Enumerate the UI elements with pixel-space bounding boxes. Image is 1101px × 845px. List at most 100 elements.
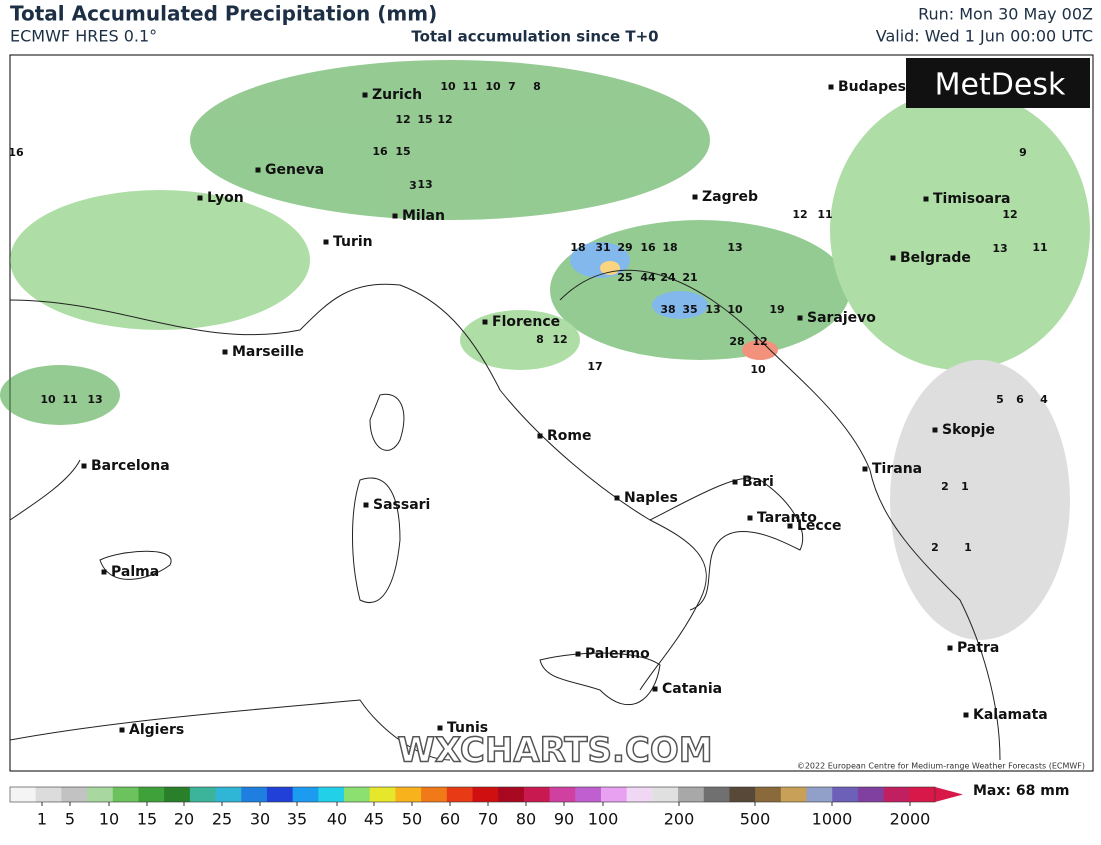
precip-value: 1 xyxy=(961,480,969,493)
precip-value: 8 xyxy=(533,80,541,93)
colorbar-outline xyxy=(9,786,936,803)
precip-shading xyxy=(0,60,1090,640)
colorbar-swatch xyxy=(549,787,576,802)
colorbar-swatch xyxy=(61,787,88,802)
subtitle: ECMWF HRES 0.1° xyxy=(10,27,157,46)
precip-value: 31 xyxy=(595,241,610,254)
city-marker xyxy=(797,315,803,321)
city-marker xyxy=(537,433,543,439)
city-label: Patra xyxy=(957,640,999,656)
colorbar-tick-label: 35 xyxy=(287,810,307,829)
precip-value: 11 xyxy=(817,208,832,221)
precip-value: 10 xyxy=(750,363,766,376)
precip-value: 21 xyxy=(682,271,697,284)
colorbar-swatch xyxy=(755,787,782,802)
precip-value: 2 xyxy=(941,480,949,493)
city-label: Marseille xyxy=(232,344,304,360)
colorbar: 1 5 10 15 20 25 30 35 40 45 50 60 70 80 90 100 200 500 100… xyxy=(9,783,1069,829)
city-marker xyxy=(828,84,834,90)
copyright: ©2022 European Centre for Medium-range W… xyxy=(797,762,1085,771)
colorbar-tick-label: 500 xyxy=(740,810,771,829)
colorbar-tick-label: 100 xyxy=(588,810,619,829)
precip-value: 1 xyxy=(964,541,972,554)
colorbar-tick-label: 25 xyxy=(212,810,232,829)
city-marker xyxy=(732,479,738,485)
colorbar-swatch xyxy=(344,787,371,802)
colorbar-swatch xyxy=(112,787,139,802)
city-marker xyxy=(362,92,368,98)
precip-value: 13 xyxy=(727,241,742,254)
colorbar-tick-label: 70 xyxy=(478,810,498,829)
colorbar-swatch xyxy=(292,787,319,802)
colorbar-tick-label: 45 xyxy=(364,810,384,829)
city-marker xyxy=(482,319,488,325)
city-label: Bari xyxy=(742,474,774,490)
colorbar-arrow xyxy=(935,787,963,802)
run-time: Run: Mon 30 May 00Z xyxy=(918,5,1093,24)
city-label: Skopje xyxy=(942,422,995,438)
title: Total Accumulated Precipitation (mm) xyxy=(10,2,437,26)
city-label: Palermo xyxy=(585,646,650,662)
city-marker xyxy=(81,463,87,469)
precip-value: 9 xyxy=(1019,146,1027,159)
city-label: Belgrade xyxy=(900,250,971,266)
city-label: Turin xyxy=(333,234,373,250)
city-marker xyxy=(787,523,793,529)
city-marker xyxy=(119,727,125,733)
precip-value: 13 xyxy=(87,393,102,406)
colorbar-swatch xyxy=(600,787,628,802)
logo-box xyxy=(906,58,1090,108)
precip-value: 3 xyxy=(409,179,417,192)
city-marker xyxy=(890,255,896,261)
colorbar-swatch xyxy=(626,787,653,802)
city-marker xyxy=(923,196,929,202)
precip-value: 10 xyxy=(40,393,56,406)
city-label: Geneva xyxy=(265,162,324,178)
city-label: Timisoara xyxy=(933,191,1011,207)
colorbar-swatch xyxy=(318,787,345,802)
colorbar-tick-label: 80 xyxy=(516,810,536,829)
colorbar-tick-label: 50 xyxy=(402,810,422,829)
valid-time: Valid: Wed 1 Jun 00:00 UTC xyxy=(876,27,1093,46)
colorbar-swatch xyxy=(87,787,114,802)
colorbar-swatch xyxy=(10,787,37,802)
colorbar-swatch xyxy=(164,787,191,802)
city-label: Rome xyxy=(547,428,591,444)
precip-value: 6 xyxy=(1016,393,1024,406)
colorbar-tick-label: 40 xyxy=(327,810,347,829)
watermark: WXCHARTS.COM xyxy=(397,731,712,771)
precip-value: 12 xyxy=(437,113,452,126)
city-marker xyxy=(652,686,658,692)
precip-value: 44 xyxy=(640,271,656,284)
precip-value: 29 xyxy=(617,241,632,254)
colorbar-tick-label: 2000 xyxy=(890,810,931,829)
colorbar-swatch xyxy=(857,787,885,802)
colorbar-swatch xyxy=(421,787,448,802)
precip-value: 25 xyxy=(617,271,632,284)
precip-value: 4 xyxy=(1040,393,1048,406)
colorbar-swatch xyxy=(369,787,396,802)
city-marker xyxy=(323,239,329,245)
colorbar-swatch xyxy=(35,787,62,802)
city-label: Budapest xyxy=(838,79,913,95)
precip-value: 11 xyxy=(462,80,477,93)
precip-value: 12 xyxy=(1002,208,1017,221)
city-label: Sassari xyxy=(373,497,430,513)
city-marker xyxy=(862,466,868,472)
max-label: Max: 68 mm xyxy=(973,783,1069,799)
city-marker xyxy=(575,651,581,657)
colorbar-swatch xyxy=(678,787,705,802)
city-marker xyxy=(747,515,753,521)
precip-value: 35 xyxy=(682,303,697,316)
colorbar-swatch xyxy=(266,787,294,802)
precip-value: 13 xyxy=(417,178,432,191)
precip-value: 13 xyxy=(705,303,720,316)
city-marker xyxy=(437,725,443,731)
colorbar-swatch xyxy=(780,787,808,802)
colorbar-tick-label: 20 xyxy=(174,810,194,829)
colorbar-swatch xyxy=(138,787,165,802)
precip-value: 12 xyxy=(752,335,767,348)
precip-value: 15 xyxy=(395,145,410,158)
city-marker xyxy=(255,167,261,173)
colorbar-swatch xyxy=(215,787,242,802)
